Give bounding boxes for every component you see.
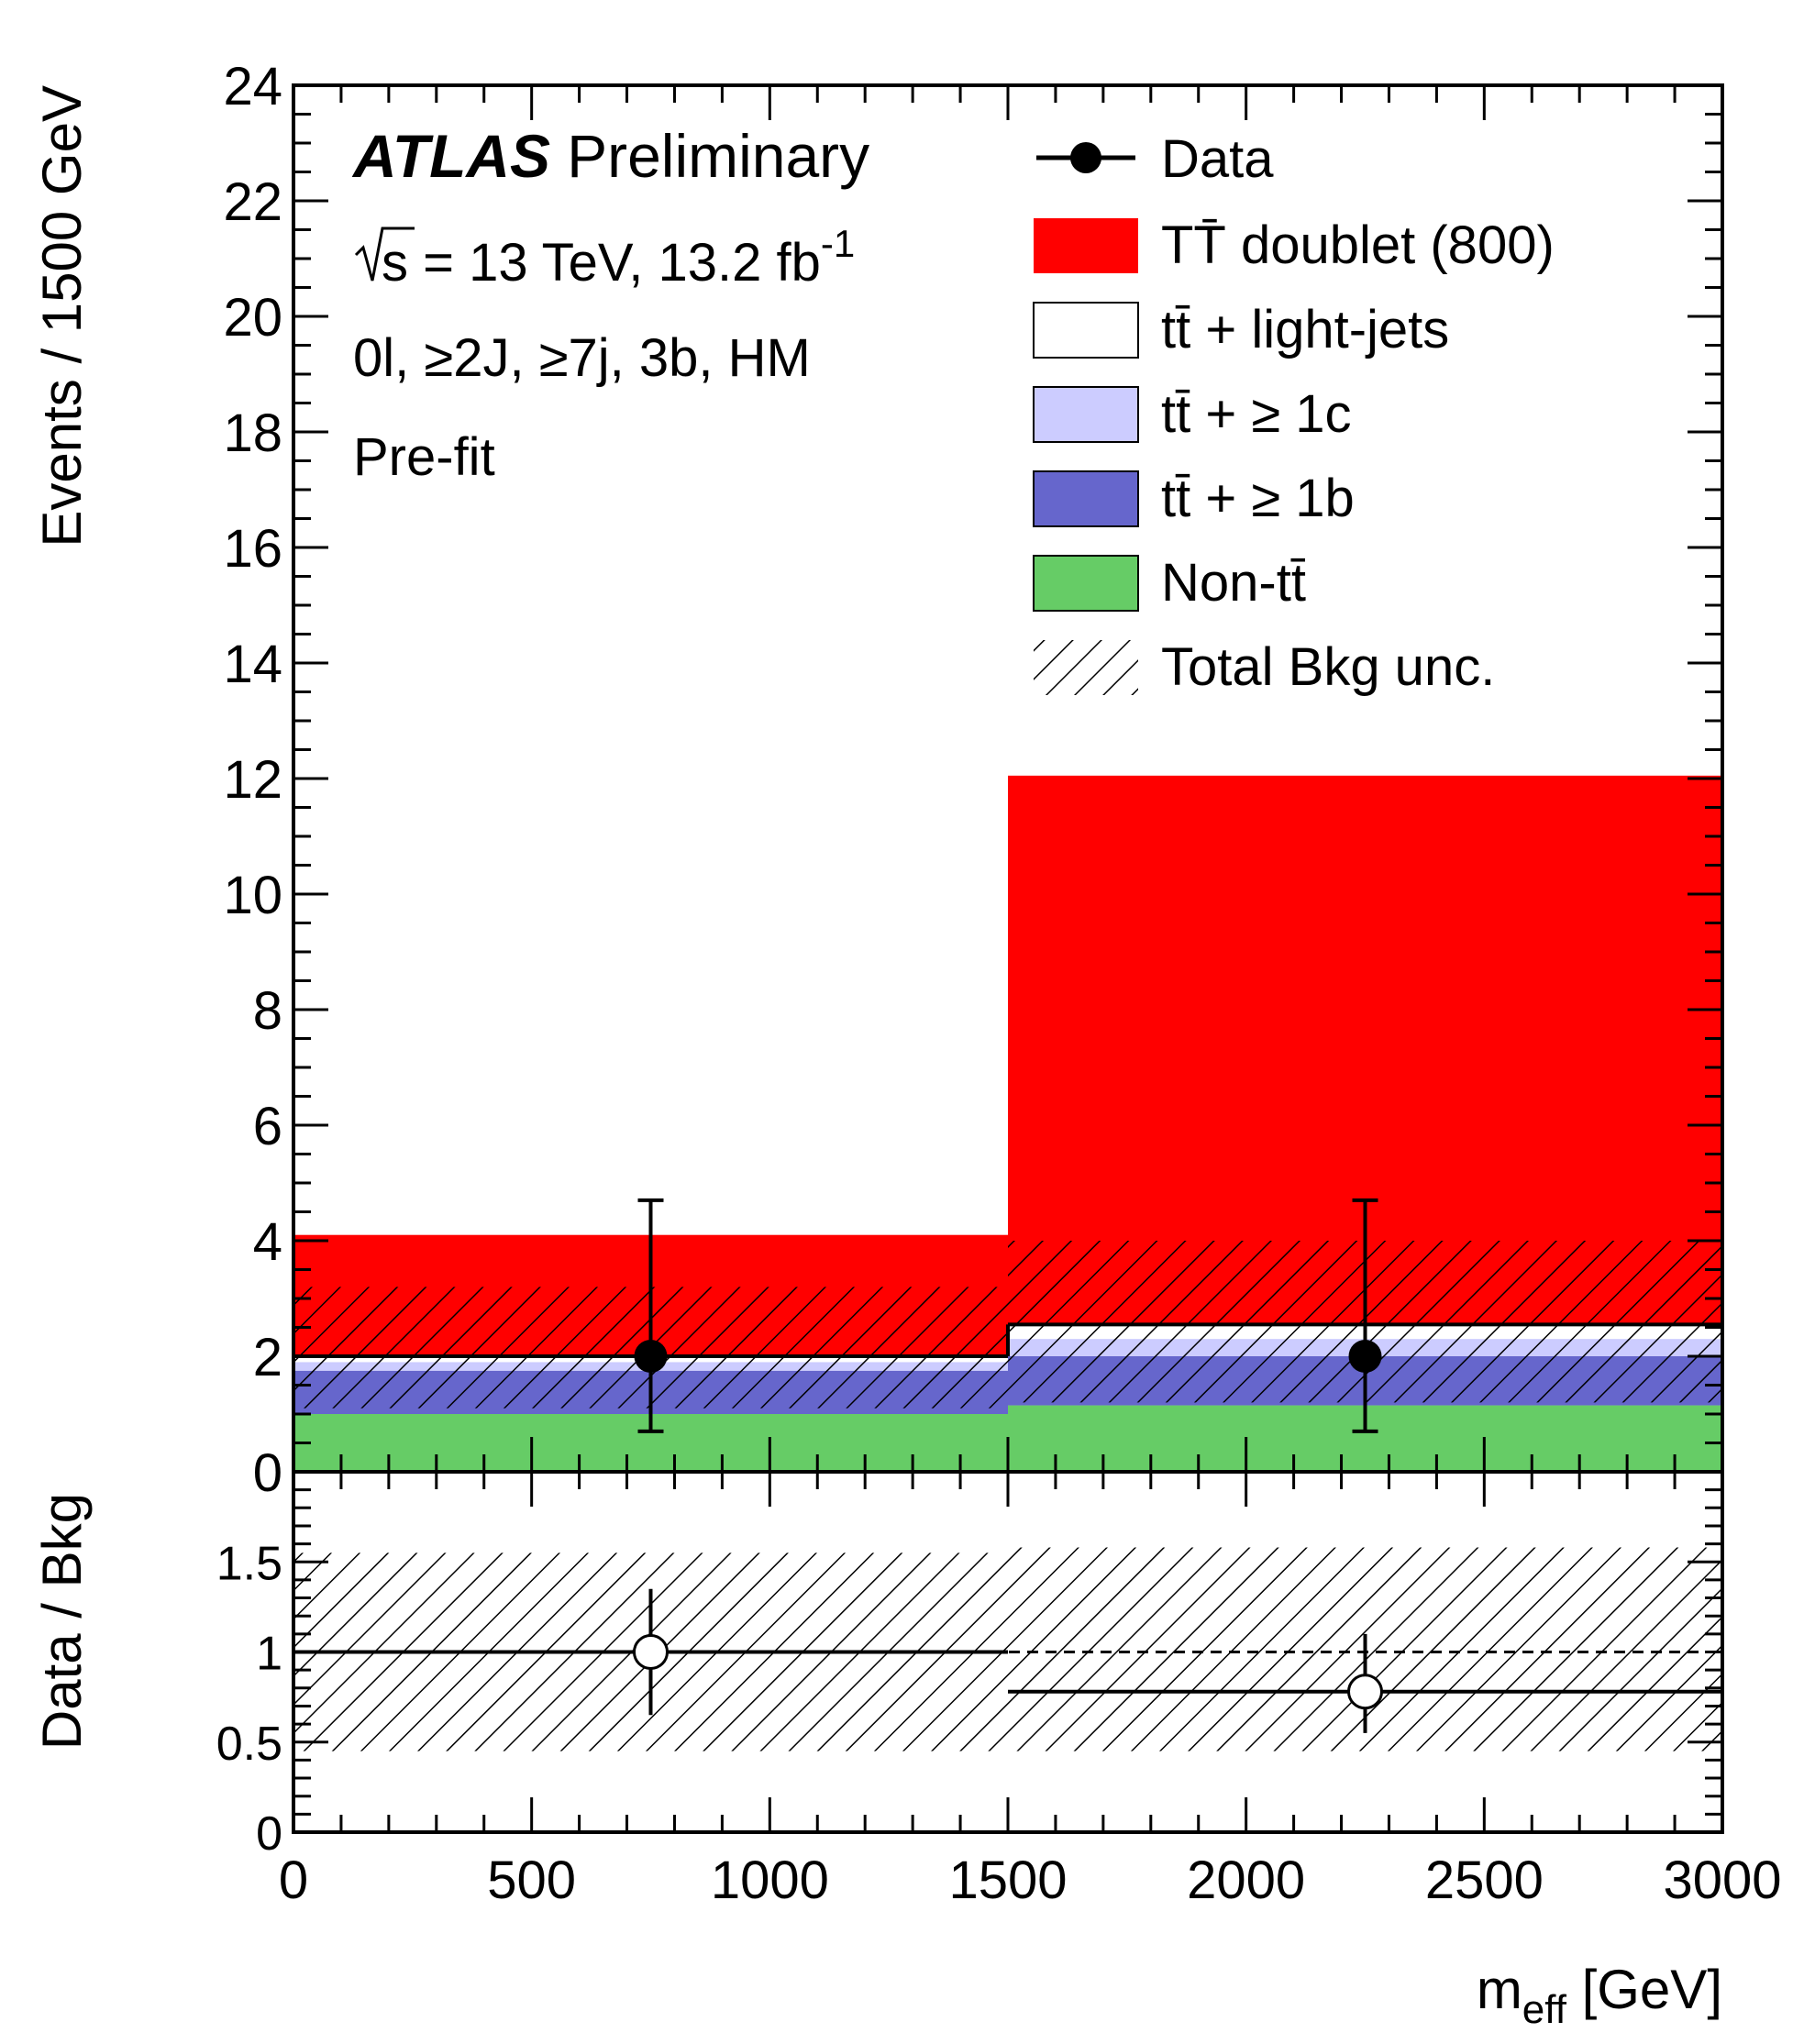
legend-entry-tt-1b: tt̄ + ≥ 1b [1033,469,1355,528]
svg-text:Total Bkg unc.: Total Bkg unc. [1161,637,1495,697]
legend-swatch-non-tt [1033,555,1139,612]
ratio-y-axis-title: Data / Bkg [31,1493,93,1750]
data-points [634,1198,1382,1433]
legend-swatch-unc [1034,640,1138,695]
ratio-ytick-label: 0 [256,1807,282,1861]
x-tick-label: 3000 [1663,1851,1781,1910]
ratio-ytick-label: 1.5 [216,1537,282,1590]
ratio-panel: 0 0.5 1 1.5 0 500 1000 1500 2000 2500 3000 Data /… [31,1470,1782,2032]
legend-entry-non-tt: Non-tt̄ [1033,553,1306,613]
svg-text:tt̄ + ≥ 1c: tt̄ + ≥ 1c [1161,384,1352,444]
main-ytick-label: 18 [223,403,282,463]
main-ytick-label: 20 [223,288,282,348]
svg-text:tt̄ + ≥ 1b: tt̄ + ≥ 1b [1161,469,1355,528]
x-tick-label: 1000 [711,1851,829,1910]
main-ytick-label: 0 [253,1443,282,1503]
x-tick-label: 2000 [1187,1851,1305,1910]
main-ytick-label: 24 [223,57,282,116]
legend-swatch-tt-1b [1033,470,1139,527]
svg-text:TT̄ doublet (800): TT̄ doublet (800) [1161,215,1555,275]
main-ytick-label: 8 [253,981,282,1041]
legend-swatch-signal [1034,218,1138,273]
x-tick-label: 2500 [1425,1851,1544,1910]
legend: Data TT̄ doublet (800) tt̄ + light-jets … [1033,129,1555,697]
svg-text:s = 13 TeV, 13.2 fb-1: s = 13 TeV, 13.2 fb-1 [382,222,855,293]
main-y-axis-title: Events / 1500 GeV [31,85,93,547]
ratio-ytick-label: 0.5 [216,1718,282,1771]
svg-text:Data: Data [1161,129,1274,189]
legend-entry-signal: TT̄ doublet (800) [1034,215,1555,275]
x-tick-labels: 0 500 1000 1500 2000 2500 3000 [279,1851,1782,1910]
fit-state-label: Pre-fit [353,427,495,487]
main-ytick-label: 10 [223,866,282,925]
svg-text:tt̄ + light-jets: tt̄ + light-jets [1161,300,1449,359]
main-ytick-label: 4 [253,1212,282,1272]
legend-swatch-tt-light-jets [1033,302,1139,359]
legend-swatch-tt-1c [1033,386,1139,443]
ratio-ytick-label: 1 [256,1628,282,1681]
ratio-point-0 [633,1634,669,1670]
main-ytick-label: 16 [223,519,282,579]
plot-annotations: ATLAS Preliminary s = 13 TeV, 13.2 fb-1 0… [351,122,869,487]
main-ytick-label: 6 [253,1097,282,1156]
svg-text:Non-tt̄: Non-tt̄ [1161,553,1306,613]
x-tick-label: 1500 [948,1851,1067,1910]
legend-entry-tt-light-jets: tt̄ + light-jets [1033,300,1449,359]
data-point-1 [1348,1340,1382,1373]
x-axis-title: meff [GeV] [1477,1959,1722,2032]
energy-lumi-label: s = 13 TeV, 13.2 fb-1 [354,222,855,293]
main-axis-ticks [292,83,1724,1474]
ratio-points [293,1588,1722,1733]
selection-label: 0l, ≥2J, ≥7j, 3b, HM [353,328,811,388]
x-tick-label: 0 [279,1851,308,1910]
legend-entry-unc: Total Bkg unc. [1034,637,1495,697]
main-ytick-label: 12 [223,750,282,810]
legend-entry-tt-1c: tt̄ + ≥ 1c [1033,384,1352,444]
main-ytick-label: 14 [223,635,282,694]
ratio-point-1 [1347,1674,1383,1710]
main-ytick-label: 2 [253,1328,282,1387]
x-tick-label: 500 [487,1851,576,1910]
ratio-axis-ticks [292,1470,1724,1834]
atlas-label: ATLAS Preliminary [351,122,869,190]
sqrt-symbol [354,226,415,282]
main-ytick-label: 22 [223,172,282,232]
ratio-uncertainty-band [293,1547,1722,1751]
ratio-y-tick-labels: 0 0.5 1 1.5 [216,1537,282,1861]
data-point-0 [634,1340,668,1373]
legend-entry-data: Data [1036,129,1274,189]
